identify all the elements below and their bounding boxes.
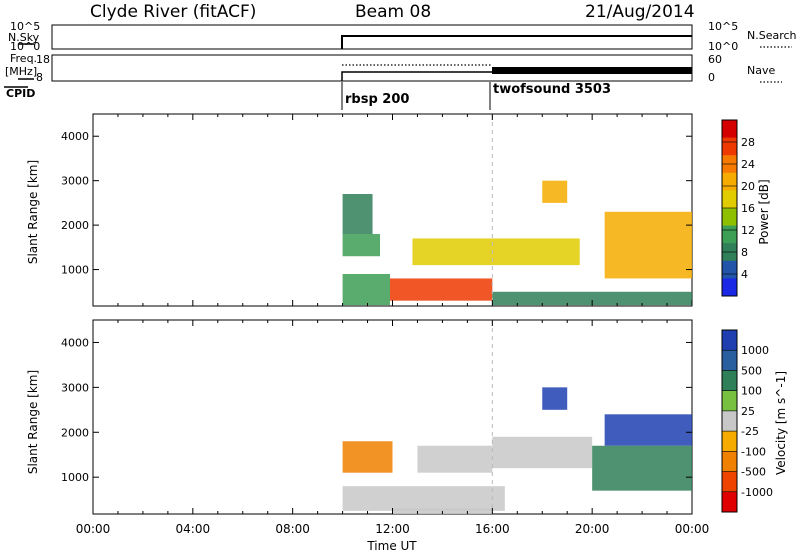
power-colorbar-tick-label: 8 xyxy=(741,246,748,259)
nsky-tick-low: 10^0 xyxy=(10,40,40,53)
velocity-colorbar-swatch xyxy=(722,370,737,392)
nsearch-tick-high: 10^5 xyxy=(708,20,738,33)
power-ytick-label: 3000 xyxy=(61,175,89,188)
power-ytick-label: 2000 xyxy=(61,219,89,232)
velocity-ylabel: Slant Range [km] xyxy=(26,370,40,474)
power-colorbar-tick-label: 4 xyxy=(741,268,748,281)
velocity-colorbar-frame xyxy=(721,329,738,513)
power-colorbar-tick-label: 20 xyxy=(741,180,755,193)
power-ylabel: Slant Range [km] xyxy=(26,160,40,264)
nave-label: Nave xyxy=(747,64,775,77)
x-tick-label: 16:00 xyxy=(475,522,510,536)
velocity-colorbar-tick-label: -500 xyxy=(741,466,766,479)
cpid-row: CPID rbsp 200 twofsound 3503 xyxy=(4,82,611,110)
power-colorbar-tick-label: 16 xyxy=(741,202,755,215)
velocity-ytick-label: 3000 xyxy=(61,381,89,394)
freq-tick-low: 8 xyxy=(36,71,43,84)
power-colorbar-label: Power [dB] xyxy=(757,179,771,244)
power-region-1 xyxy=(342,274,391,306)
power-ytick-label: 1000 xyxy=(61,264,89,277)
cpid-segment-1: rbsp 200 xyxy=(345,92,409,107)
velocity-region-7 xyxy=(592,445,692,491)
power-region-8 xyxy=(604,211,692,279)
velocity-colorbar: 1000 500 100 25 -25 -100 -500 -1000 xyxy=(721,329,773,513)
velocity-colorbar-tick-label: -100 xyxy=(741,445,766,458)
station-title: Clyde River (fitACF) xyxy=(90,2,256,22)
power-colorbar-tick-label: 24 xyxy=(741,158,755,171)
power-colorbar-tick-label: 12 xyxy=(741,224,755,237)
velocity-colorbar-tick-label: 500 xyxy=(741,364,762,377)
x-tick-label: 00:00 xyxy=(76,522,111,536)
nsearch-label: N.Search xyxy=(747,29,797,42)
freq-tick-high: 18 xyxy=(36,53,50,66)
velocity-colorbar-tick-label: 25 xyxy=(741,405,755,418)
velocity-colorbar-tick-label: -1000 xyxy=(741,486,773,499)
velocity-region-6 xyxy=(604,414,692,446)
cpid-segment-2: twofsound 3503 xyxy=(493,82,611,97)
velocity-colorbar-swatch xyxy=(722,451,737,473)
power-colorbar: 28 24 20 16 12 8 4 xyxy=(721,119,755,297)
freq-panel: Freq. [MHz] 18 8 60 0 Nave xyxy=(5,52,782,84)
beam-title: Beam 08 xyxy=(355,2,431,22)
power-ytick-label: 4000 xyxy=(61,130,89,143)
x-tick-label: 12:00 xyxy=(375,522,410,536)
velocity-ytick-label: 4000 xyxy=(61,336,89,349)
x-tick-label: 20:00 xyxy=(575,522,610,536)
nsearch-tick-low: 10^0 xyxy=(708,40,738,53)
power-colorbar-tick-label: 28 xyxy=(741,136,755,149)
velocity-colorbar-swatch xyxy=(722,471,737,493)
power-region-6 xyxy=(342,194,373,234)
nsky-tick-high: 10^5 xyxy=(10,20,40,33)
nave-tick-high: 60 xyxy=(708,53,722,66)
power-region-2 xyxy=(390,278,493,301)
velocity-colorbar-swatch xyxy=(722,350,737,371)
power-frame xyxy=(92,113,693,307)
freq-unit: [MHz] xyxy=(5,65,37,78)
nave-tick-low: 0 xyxy=(708,71,715,84)
velocity-region-4 xyxy=(492,436,593,469)
velocity-region-5 xyxy=(542,387,568,410)
x-tick-label: 08:00 xyxy=(275,522,310,536)
velocity-colorbar-swatch xyxy=(722,410,737,432)
power-colorbar-swatch xyxy=(722,137,737,156)
velocity-colorbar-tick-label: 1000 xyxy=(741,344,769,357)
power-region-7 xyxy=(542,180,568,203)
velocity-region-3 xyxy=(417,445,493,473)
velocity-region-2 xyxy=(342,441,393,473)
power-region-5 xyxy=(412,238,580,266)
power-colorbar-swatch xyxy=(722,120,737,139)
power-colorbar-swatch xyxy=(722,172,737,191)
power-colorbar-swatch xyxy=(722,225,737,244)
power-panel: 4000 3000 2000 1000 xyxy=(61,113,693,307)
velocity-colorbar-swatch xyxy=(722,431,737,452)
velocity-colorbar-swatch xyxy=(722,390,737,412)
x-axis-label: Time UT xyxy=(366,539,417,553)
velocity-colorbar-tick-label: 100 xyxy=(741,385,762,398)
power-colorbar-swatch xyxy=(722,190,737,209)
date-title: 21/Aug/2014 xyxy=(585,2,695,22)
x-tick-label: 04:00 xyxy=(176,522,211,536)
power-colorbar-swatch xyxy=(722,278,737,297)
noise-panel: N.Sky 10^5 10^0 10^5 10^0 N.Search xyxy=(8,20,797,53)
power-colorbar-swatch xyxy=(722,208,737,227)
velocity-colorbar-swatch xyxy=(722,491,737,513)
cpid-label: CPID xyxy=(6,87,35,100)
x-tick-label: 00:00 xyxy=(675,522,710,536)
power-region-3 xyxy=(492,291,692,306)
velocity-colorbar-label: Velocity [m s^-1] xyxy=(774,371,788,475)
velocity-colorbar-swatch xyxy=(722,330,737,351)
velocity-colorbar-tick-label: -25 xyxy=(741,425,759,438)
velocity-region-1 xyxy=(342,486,505,511)
freq-label: Freq. xyxy=(10,52,37,65)
power-colorbar-swatch xyxy=(722,260,737,279)
x-axis: 00:00 04:00 08:00 12:00 16:00 20:00 00:00 xyxy=(76,522,710,536)
nsky-label: N.Sky xyxy=(8,31,40,44)
velocity-ytick-label: 2000 xyxy=(61,426,89,439)
velocity-panel: 4000 3000 2000 1000 xyxy=(61,319,693,515)
power-region-4 xyxy=(342,234,381,257)
velocity-ytick-label: 1000 xyxy=(61,471,89,484)
